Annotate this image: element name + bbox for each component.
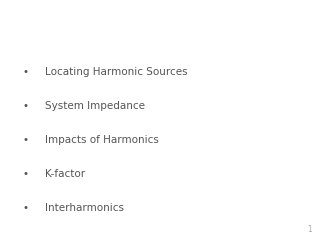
Text: Impacts of Harmonics: Impacts of Harmonics (45, 135, 159, 145)
Text: •: • (22, 101, 28, 111)
Text: K-factor: K-factor (45, 169, 85, 179)
Text: Interharmonics: Interharmonics (45, 203, 124, 213)
Text: •: • (22, 169, 28, 179)
Text: •: • (22, 203, 28, 213)
Text: 1: 1 (307, 225, 312, 234)
Text: •: • (22, 135, 28, 145)
Text: Locating Harmonic Sources: Locating Harmonic Sources (45, 67, 188, 77)
Text: •: • (22, 67, 28, 77)
Text: System Impedance: System Impedance (45, 101, 145, 111)
